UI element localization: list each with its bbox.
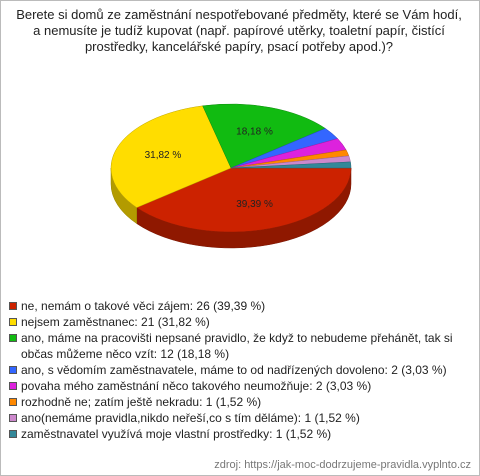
legend-label: zaměstnavatel využívá moje vlastní prost…: [21, 427, 332, 441]
legend-item: ne, nemám o takové věci zájem: 26 (39,39…: [9, 298, 471, 314]
legend-item: rozhodně ne; zatím ještě nekradu: 1 (1,5…: [9, 394, 471, 410]
legend-label: ano, s vědomím zaměstnavatele, máme to o…: [21, 363, 447, 377]
chart-title: Berete si domů ze zaměstnání nespotřebov…: [16, 7, 462, 54]
legend-swatch: [9, 318, 17, 326]
legend-swatch: [9, 382, 17, 390]
legend: ne, nemám o takové věci zájem: 26 (39,39…: [9, 298, 471, 442]
source: zdroj: https://jak-moc-dodrzujeme-pravid…: [214, 459, 471, 471]
slice: [136, 167, 352, 233]
legend-label: ne, nemám o takové věci zájem: 26 (39,39…: [21, 299, 266, 313]
legend-label: ano(nemáme pravidla,nikdo neřeší,co s tí…: [21, 411, 360, 425]
legend-label: ano, máme na pracovišti nepsané pravidlo…: [21, 331, 453, 361]
legend-item: povaha mého zaměstnání něco takového neu…: [9, 378, 471, 394]
slice-label: 18,18 %: [236, 126, 273, 137]
slice: [110, 105, 232, 208]
legend-item: ano, máme na pracovišti nepsané pravidlo…: [9, 330, 471, 362]
legend-swatch: [9, 334, 17, 342]
pie-area: 39,39 % 31,82 % 18,18 %: [110, 103, 352, 249]
legend-label: povaha mého zaměstnání něco takového neu…: [21, 379, 372, 393]
legend-label: rozhodně ne; zatím ještě nekradu: 1 (1,5…: [21, 395, 262, 409]
legend-label: nejsem zaměstnanec: 21 (31,82 %): [21, 315, 210, 329]
legend-item: zaměstnavatel využívá moje vlastní prost…: [9, 426, 471, 442]
legend-swatch: [9, 366, 17, 374]
legend-item: nejsem zaměstnanec: 21 (31,82 %): [9, 314, 471, 330]
slice: [202, 103, 326, 169]
slice-label: 31,82 %: [145, 150, 182, 161]
legend-swatch: [9, 414, 17, 422]
legend-swatch: [9, 398, 17, 406]
slice-label: 39,39 %: [236, 199, 273, 210]
legend-item: ano(nemáme pravidla,nikdo neřeší,co s tí…: [9, 410, 471, 426]
legend-swatch: [9, 302, 17, 310]
legend-swatch: [9, 430, 17, 438]
slice: [230, 161, 352, 169]
legend-item: ano, s vědomím zaměstnavatele, máme to o…: [9, 362, 471, 378]
